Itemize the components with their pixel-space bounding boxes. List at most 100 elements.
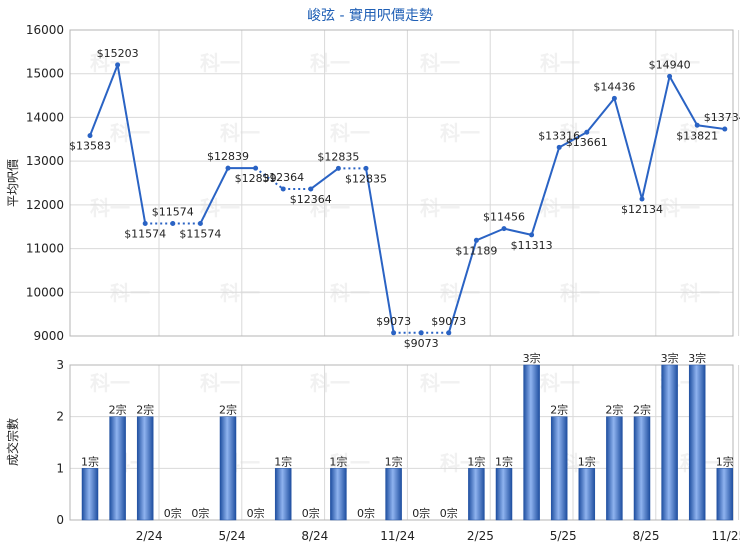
price-point [87, 133, 93, 139]
price-data-label: $11456 [483, 211, 525, 224]
volume-bar [688, 364, 706, 521]
volume-bar-label: 1宗 [81, 454, 99, 468]
price-data-label: $11313 [511, 239, 553, 252]
watermark-text: 科一 [310, 51, 350, 75]
price-line-segment [558, 131, 588, 149]
price-data-label: $13661 [566, 136, 608, 149]
watermark-text: 科一 [420, 371, 460, 395]
watermark-text: 科一 [330, 121, 370, 145]
price-point [335, 165, 341, 171]
watermark-text: 科一 [540, 51, 580, 75]
x-tick-label: 8/24 [301, 529, 328, 543]
price-data-label: $15203 [97, 47, 139, 60]
price-line-segment [641, 76, 671, 200]
watermark-text: 科一 [310, 196, 350, 220]
watermark-text: 科一 [660, 196, 700, 220]
volume-bar [330, 468, 347, 521]
price-data-label: $12835 [317, 150, 359, 163]
price-point [639, 196, 645, 202]
watermark-text: 科一 [90, 196, 130, 220]
price-line-segment [365, 168, 395, 333]
price-data-label: $11189 [455, 244, 497, 257]
volume-bar-label: 2宗 [633, 403, 651, 417]
price-point [611, 95, 617, 101]
price-point [446, 330, 452, 336]
price-series [87, 62, 728, 336]
price-point [142, 220, 148, 226]
volume-bar-label: 0宗 [357, 506, 375, 520]
price-y-tick-label: 10000 [26, 285, 64, 299]
watermark-text: 科一 [560, 281, 600, 305]
price-data-label: $11574 [124, 227, 166, 240]
price-data-label: $14436 [593, 80, 635, 93]
price-point [556, 144, 562, 150]
volume-bar [550, 416, 568, 521]
volume-bar-label: 2宗 [109, 403, 127, 417]
volume-y-axis-title: 成交宗數 [5, 418, 20, 466]
volume-bar-label: 0宗 [440, 506, 458, 520]
price-y-tick-label: 11000 [26, 242, 64, 256]
volume-y-tick-label: 2 [56, 410, 64, 424]
volume-bar [578, 468, 596, 521]
price-data-label: $13734 [704, 111, 740, 124]
volume-bar-label: 0宗 [412, 506, 430, 520]
watermark-text: 科一 [540, 196, 580, 220]
price-line-segment [530, 147, 561, 236]
watermark-text: 科一 [200, 51, 240, 75]
price-line-segment [89, 64, 119, 137]
price-line-segment [254, 167, 284, 190]
volume-bar [495, 468, 513, 521]
price-y-tick-label: 16000 [26, 23, 64, 37]
price-data-label: $11574 [152, 205, 194, 218]
volume-y-tick-label: 0 [56, 513, 64, 527]
watermark-text: 科一 [680, 281, 720, 305]
price-y-tick-label: 14000 [26, 110, 64, 124]
price-point [363, 165, 369, 171]
volume-bar [274, 468, 292, 521]
volume-bar-labels: 1宗 2宗 2宗 0宗 0宗 2宗 0宗 1宗 0宗 1宗 0宗 1宗 0宗 0宗 1宗 1宗 3宗 2宗 1宗 2宗… [81, 351, 734, 520]
watermark-text: 科一 [660, 51, 700, 75]
price-point [501, 226, 507, 232]
price-point [197, 220, 203, 226]
volume-bar-label: 2宗 [550, 403, 568, 417]
volume-bar [606, 416, 623, 521]
volume-y-tick-label: 3 [56, 358, 64, 372]
price-line-segment [447, 240, 478, 334]
x-tick-label: 11/24 [380, 529, 415, 543]
volume-bar-label: 1宗 [467, 454, 485, 468]
price-data-label: $12364 [290, 193, 332, 206]
volume-y-ticks: 0 1 2 3 [56, 358, 64, 527]
watermark-text: 科一 [90, 51, 130, 75]
price-line-segment [697, 124, 725, 131]
price-data-label: $11574 [179, 227, 221, 240]
volume-y-tick-label: 1 [56, 461, 64, 475]
volume-bar-label: 3宗 [523, 351, 541, 365]
volume-bar-label: 1宗 [495, 454, 513, 468]
volume-bar-label: 0宗 [247, 506, 265, 520]
price-point [584, 129, 590, 135]
price-y-tick-label: 9000 [33, 329, 64, 343]
volume-bar [219, 416, 237, 521]
volume-bar [136, 416, 154, 521]
price-y-tick-label: 15000 [26, 67, 64, 81]
volume-bar-label: 2宗 [219, 403, 237, 417]
price-data-label: $9073 [376, 315, 411, 328]
price-point [529, 232, 535, 238]
price-y-tick-label: 12000 [26, 198, 64, 212]
price-line-segment [310, 167, 339, 190]
volume-bar-label: 2宗 [136, 403, 154, 417]
price-line-segment [503, 227, 532, 236]
volume-bar-label: 1宗 [385, 454, 403, 468]
chart-title: 峻弦 - 實用呎價走勢 [307, 7, 433, 24]
volume-bar [661, 364, 678, 521]
volume-bar-label: 0宗 [191, 506, 209, 520]
price-y-axis-title: 平均呎價 [6, 159, 20, 207]
x-tick-label: 5/24 [219, 529, 246, 543]
price-data-label: $12839 [235, 172, 277, 185]
watermark-text: 科一 [310, 371, 350, 395]
watermark-text: 科一 [420, 196, 460, 220]
price-data-label: $13821 [676, 129, 718, 142]
x-tick-label: 8/25 [633, 529, 660, 543]
